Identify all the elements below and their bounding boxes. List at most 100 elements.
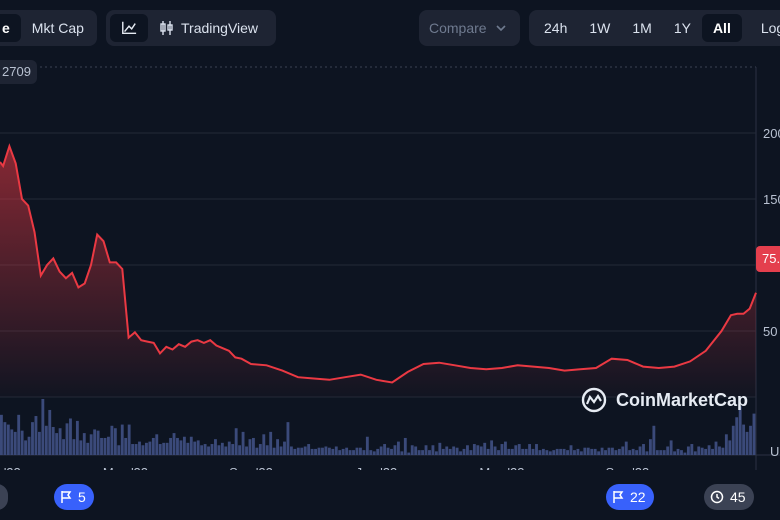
volume-bar [113, 428, 117, 455]
volume-bar [393, 445, 397, 455]
volume-bar [44, 425, 48, 455]
volume-bar [110, 425, 114, 455]
range-1m[interactable]: 1M [632, 20, 652, 36]
volume-bar [41, 399, 45, 455]
event-clock-badge[interactable]: 45 [704, 484, 754, 510]
volume-bar [55, 433, 59, 455]
volume-bar [728, 440, 732, 455]
volume-bar [749, 425, 752, 455]
volume-bar [324, 446, 328, 455]
volume-bar [535, 444, 538, 455]
volume-bar [93, 429, 97, 455]
volume-bar [148, 441, 152, 455]
flag-icon [613, 491, 624, 503]
line-view-button[interactable] [110, 14, 148, 42]
volume-bar [631, 448, 635, 455]
volume-bar [428, 450, 431, 455]
volume-bar [241, 431, 245, 455]
tab-mkt-cap[interactable]: Mkt Cap [31, 20, 84, 36]
volume-bar [24, 440, 28, 455]
volume-bar [403, 437, 407, 455]
volume-bar [193, 441, 197, 455]
volume-bar [189, 436, 193, 455]
volume-bar [642, 444, 645, 455]
volume-bar [714, 441, 718, 455]
volume-bar [383, 444, 387, 455]
volume-bar [524, 448, 528, 455]
volume-bar [293, 448, 297, 455]
tradingview-button[interactable]: TradingView [148, 14, 269, 42]
volume-bar [162, 442, 166, 455]
volume-bar [369, 450, 373, 455]
volume-bar [120, 424, 124, 455]
volume-bar [269, 431, 273, 455]
volume-bar [638, 446, 642, 455]
volume-bar [352, 450, 355, 455]
volume-bar [252, 437, 255, 455]
volume-bar [144, 442, 148, 455]
volume-bar [386, 447, 390, 455]
event-flag-right[interactable]: 22 [606, 484, 654, 510]
volume-bar [431, 445, 435, 455]
x-tick-label: Jan '22 [0, 465, 21, 470]
volume-bar [27, 436, 31, 455]
volume-bar [448, 448, 452, 455]
range-1y[interactable]: 1Y [673, 20, 691, 36]
volume-bar [738, 406, 742, 455]
range-all[interactable]: All [701, 14, 742, 42]
volume-bar [359, 447, 362, 455]
volume-bar [165, 442, 169, 455]
volume-bar [176, 437, 179, 455]
volume-bar [196, 440, 200, 455]
volume-bar [58, 428, 62, 455]
y-tick-label: 200 [763, 126, 780, 141]
volume-bar [300, 447, 304, 455]
compare-dropdown[interactable]: Compare [419, 10, 520, 46]
volume-bar [731, 425, 735, 455]
clock-icon [710, 490, 724, 504]
log-toggle[interactable]: Log [760, 20, 780, 36]
volume-bar [307, 444, 311, 455]
event-flag-left[interactable]: 5 [54, 484, 94, 510]
volume-bar [255, 447, 259, 455]
price-chart[interactable]: 20015010050 Jan '22May '22Sep '22Jan '23… [0, 60, 780, 470]
event-badge-left[interactable] [0, 484, 8, 510]
volume-bar [548, 451, 552, 455]
volume-bar [721, 447, 725, 455]
volume-bar [693, 451, 697, 455]
volume-bar [707, 445, 711, 455]
volume-bar [507, 448, 511, 455]
volume-bar [607, 447, 611, 455]
volume-bar [86, 442, 90, 455]
volume-bar [621, 446, 625, 455]
volume-bar [234, 428, 238, 455]
volume-bar [314, 448, 317, 455]
volume-bar [445, 446, 449, 455]
volume-bar [317, 447, 321, 455]
volume-bar [659, 450, 663, 455]
volume-bar [673, 451, 676, 455]
volume-bar [469, 450, 473, 455]
volume-bar [531, 448, 535, 455]
volume-bar [417, 450, 421, 455]
range-1w[interactable]: 1W [589, 20, 611, 36]
volume-bar [521, 448, 525, 455]
volume-bar [34, 416, 38, 455]
volume-bar [0, 414, 3, 455]
range-24h[interactable]: 24h [544, 20, 568, 36]
volume-bar [538, 450, 542, 455]
volume-bar [207, 446, 210, 455]
volume-bar [497, 450, 500, 455]
watermark: CoinMarketCap [580, 386, 748, 414]
volume-bar [72, 439, 76, 455]
x-tick-label: May '23 [479, 465, 524, 470]
volume-bar [296, 447, 300, 455]
flag-icon [61, 491, 72, 503]
tab-price[interactable]: e [0, 14, 21, 42]
volume-bar [96, 430, 100, 455]
coinmarketcap-logo-icon [581, 387, 607, 413]
volume-bar [400, 451, 404, 455]
volume-bar [462, 448, 466, 455]
volume-bar [200, 445, 204, 455]
volume-bar [124, 437, 128, 455]
